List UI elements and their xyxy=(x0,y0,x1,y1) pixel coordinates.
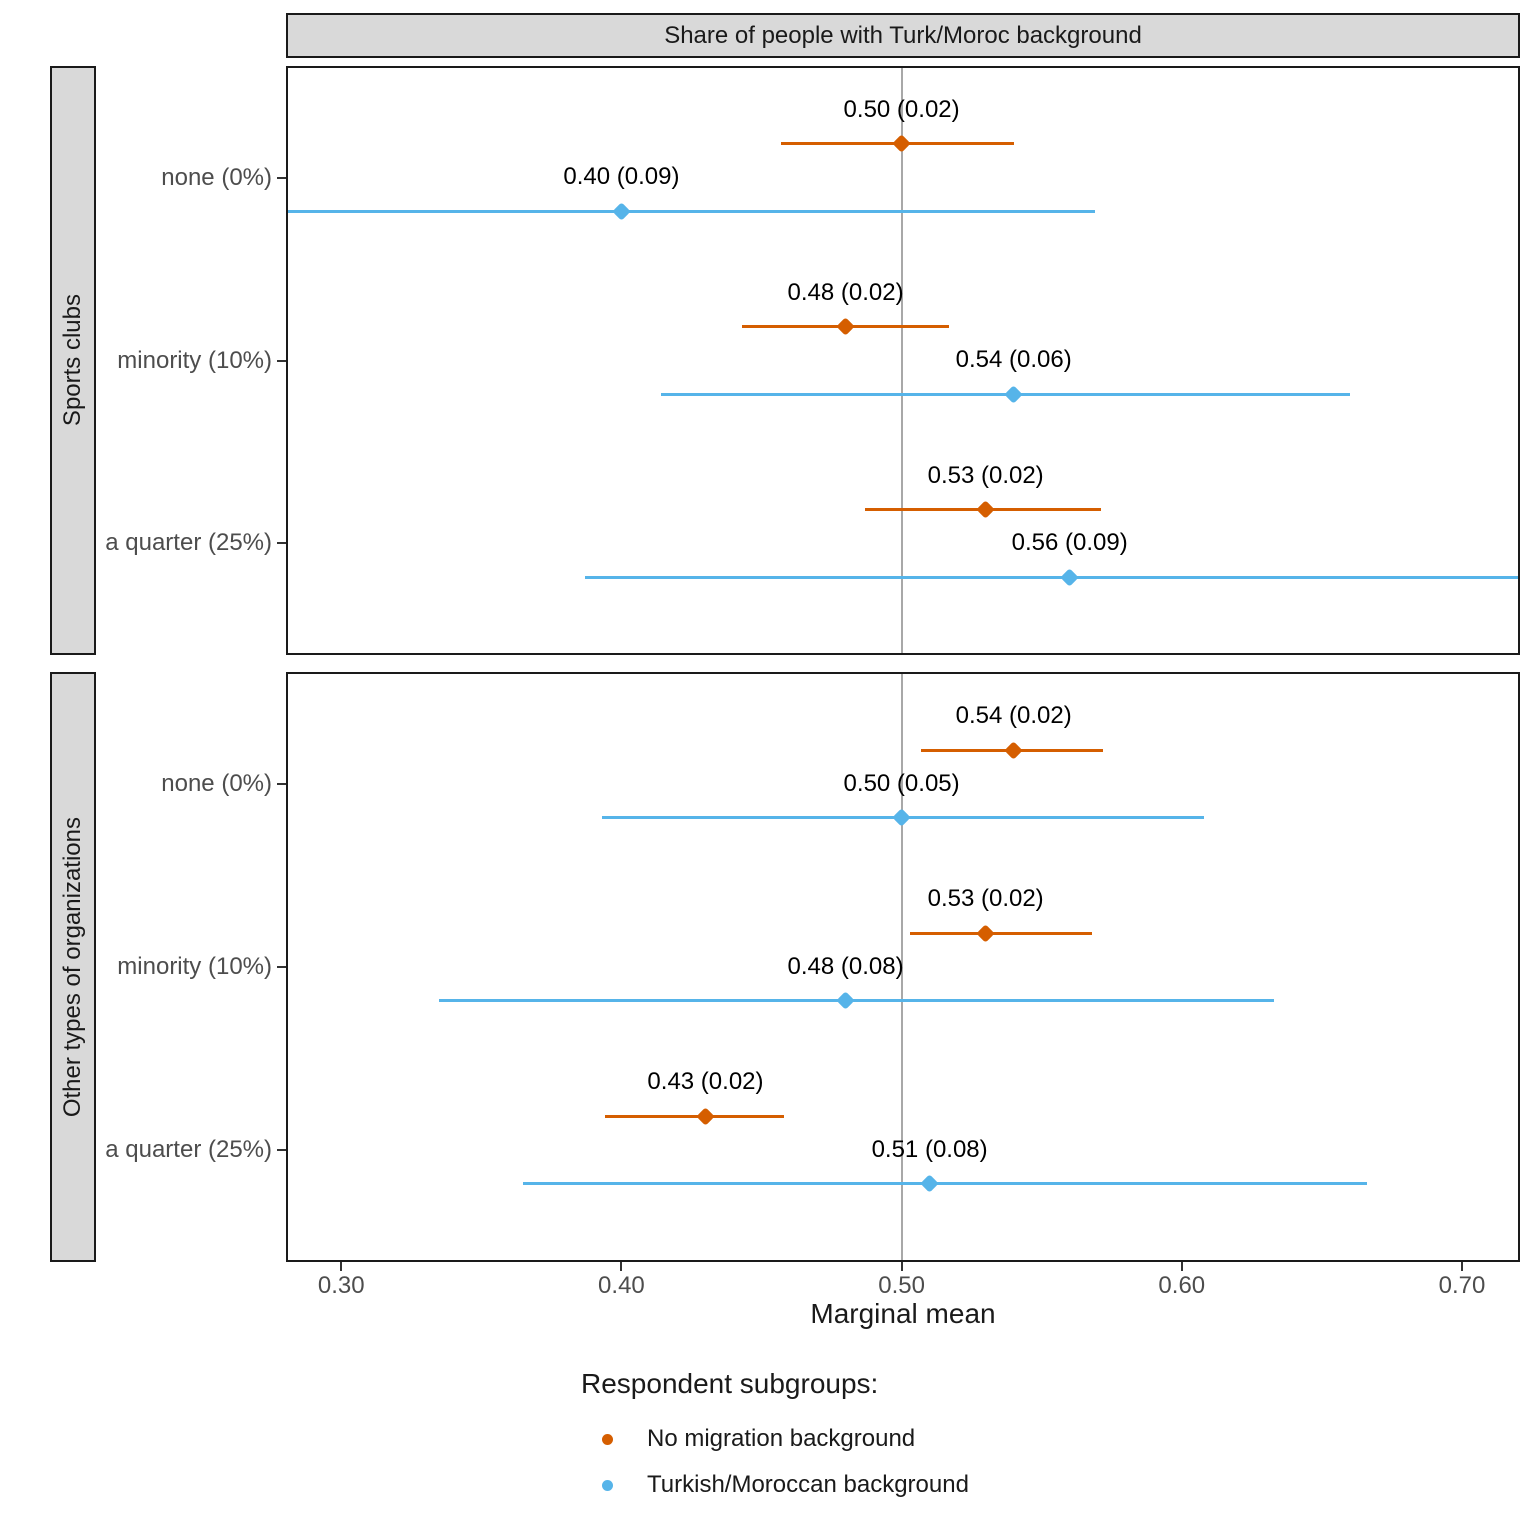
point-marker xyxy=(1004,385,1023,404)
x-axis-tick xyxy=(1460,1262,1463,1271)
point-marker xyxy=(920,1174,939,1194)
y-axis-tick xyxy=(277,782,286,785)
facet-row-strip-other-organizations: Other types of organizations xyxy=(50,672,96,1262)
point-marker xyxy=(892,134,911,154)
y-axis-label: minority (10%) xyxy=(117,953,272,980)
x-axis-title: Marginal mean xyxy=(810,1298,996,1329)
point-value-label: 0.51 (0.08) xyxy=(871,1135,988,1163)
x-axis-tick xyxy=(1180,1262,1183,1271)
point-value-label: 0.56 (0.09) xyxy=(1011,529,1128,557)
y-axis-tick xyxy=(277,176,286,179)
point-marker xyxy=(612,202,631,221)
legend-item-turkish-moroccan: Turkish/Moroccan background xyxy=(581,1470,969,1500)
y-axis-label: none (0%) xyxy=(161,769,272,797)
y-axis-tick xyxy=(277,1149,286,1152)
y-axis-tick xyxy=(277,359,286,362)
x-axis-tick-label: 0.40 xyxy=(598,1272,645,1299)
x-axis-tick-label: 0.60 xyxy=(1158,1272,1206,1299)
ci-bar xyxy=(910,931,1093,935)
y-axis-tick xyxy=(277,966,286,968)
point-value-label: 0.50 (0.02) xyxy=(843,95,960,123)
legend-item-no-migration: No migration background xyxy=(581,1424,969,1454)
x-axis-tick-label: 0.50 xyxy=(878,1272,925,1299)
ci-bar xyxy=(584,575,1518,579)
facet-column-title: Share of people with Turk/Moroc backgrou… xyxy=(664,21,1142,49)
y-axis-label: a quarter (25%) xyxy=(105,1136,272,1164)
y-axis-tick xyxy=(277,542,286,545)
point-marker xyxy=(976,923,995,943)
plot-panel-sports-clubs: 0.50 (0.02) 0.40 (0.09) 0.48 (0.02) 0.54 (0… xyxy=(286,66,1520,655)
point-marker xyxy=(1004,740,1023,760)
x-axis-tick-label: 0.70 xyxy=(1438,1272,1486,1299)
point-icon xyxy=(601,1433,613,1445)
ci-bar xyxy=(288,209,1095,213)
point-value-label: 0.48 (0.02) xyxy=(787,278,904,306)
x-axis-tick xyxy=(340,1262,343,1271)
point-value-label: 0.50 (0.05) xyxy=(843,769,960,797)
point-marker xyxy=(836,991,855,1010)
reference-line-0.50 xyxy=(900,68,903,653)
point-marker xyxy=(892,808,911,827)
point-marker xyxy=(696,1107,715,1126)
point-value-label: 0.54 (0.06) xyxy=(955,346,1072,374)
point-marker xyxy=(836,317,855,336)
ci-bar xyxy=(523,1182,1367,1186)
y-axis-label: a quarter (25%) xyxy=(105,529,272,557)
legend-item-label: No migration background xyxy=(647,1425,916,1452)
x-axis-tick xyxy=(620,1262,623,1271)
legend-key xyxy=(585,1479,629,1491)
point-icon xyxy=(601,1479,613,1491)
y-axis-label: minority (10%) xyxy=(117,346,272,374)
legend-item-label: Turkish/Moroccan background xyxy=(647,1471,969,1498)
x-axis-tick xyxy=(900,1262,903,1271)
legend: Respondent subgroups: No migration backg… xyxy=(581,1368,969,1516)
point-marker xyxy=(1060,567,1079,587)
point-value-label: 0.43 (0.02) xyxy=(647,1068,764,1096)
point-value-label: 0.53 (0.02) xyxy=(927,461,1044,489)
ci-bar xyxy=(604,1114,784,1118)
point-value-label: 0.54 (0.02) xyxy=(955,702,1072,730)
point-value-label: 0.48 (0.08) xyxy=(787,952,904,980)
legend-title: Respondent subgroups: xyxy=(581,1368,879,1399)
x-axis-tick-label: 0.30 xyxy=(317,1272,365,1299)
point-value-label: 0.53 (0.02) xyxy=(927,885,1044,913)
point-marker xyxy=(976,500,995,519)
plot-panel-other-organizations: 0.54 (0.02) 0.50 (0.05) 0.53 (0.02) 0.48 (0… xyxy=(286,672,1520,1262)
y-axis-label: none (0%) xyxy=(161,163,272,191)
facet-row-strip-sports-clubs: Sports clubs xyxy=(50,66,96,655)
point-value-label: 0.40 (0.09) xyxy=(563,163,680,191)
facet-column-strip: Share of people with Turk/Moroc backgrou… xyxy=(286,13,1520,58)
reference-line-0.50 xyxy=(900,674,903,1260)
legend-key xyxy=(585,1433,629,1445)
ci-bar xyxy=(439,999,1275,1003)
